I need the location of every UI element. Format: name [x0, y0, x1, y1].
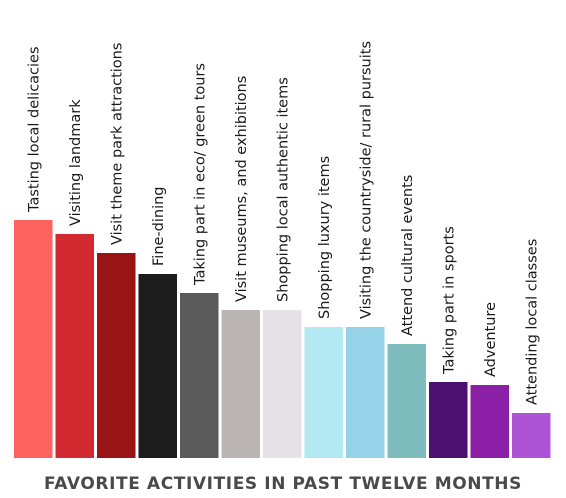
bar-chart: Tasting local delicacies Visiting landmar… — [14, 41, 551, 458]
bar-4 — [138, 274, 177, 458]
category-label-9: Visiting the countryside/ rural pursuits — [358, 41, 374, 319]
chart-title: FAVORITE ACTIVITIES IN PAST TWELVE MONTH… — [44, 474, 522, 494]
bar-9 — [346, 327, 385, 458]
category-label-12: Adventure — [483, 302, 499, 377]
category-label-8: Shopping luxury items — [317, 156, 333, 319]
bars-group — [14, 220, 551, 458]
category-label-3: Visit theme park attractions — [109, 43, 125, 245]
category-label-13: Attending local classes — [524, 239, 540, 405]
bar-1 — [14, 220, 53, 458]
bar-11 — [429, 382, 468, 458]
bar-13 — [512, 413, 551, 458]
category-label-6: Visit museums, and exhibitions — [234, 76, 250, 302]
category-label-10: Attend cultural events — [400, 175, 416, 336]
bar-5 — [180, 293, 219, 458]
category-label-5: Taking part in eco/ green tours — [192, 63, 208, 286]
bar-10 — [387, 344, 426, 458]
category-label-4: Fine-dining — [151, 186, 167, 266]
bar-12 — [470, 385, 509, 458]
bar-6 — [221, 310, 260, 458]
category-label-2: Visiting landmark — [68, 99, 84, 226]
bar-7 — [263, 310, 302, 458]
bar-3 — [97, 253, 136, 458]
bar-2 — [55, 234, 94, 458]
category-labels-group: Tasting local delicacies Visiting landmar… — [26, 41, 540, 405]
category-label-1: Tasting local delicacies — [26, 46, 42, 213]
bar-8 — [304, 327, 343, 458]
category-label-11: Taking part in sports — [441, 226, 457, 375]
category-label-7: Shopping local authentic items — [275, 77, 291, 302]
